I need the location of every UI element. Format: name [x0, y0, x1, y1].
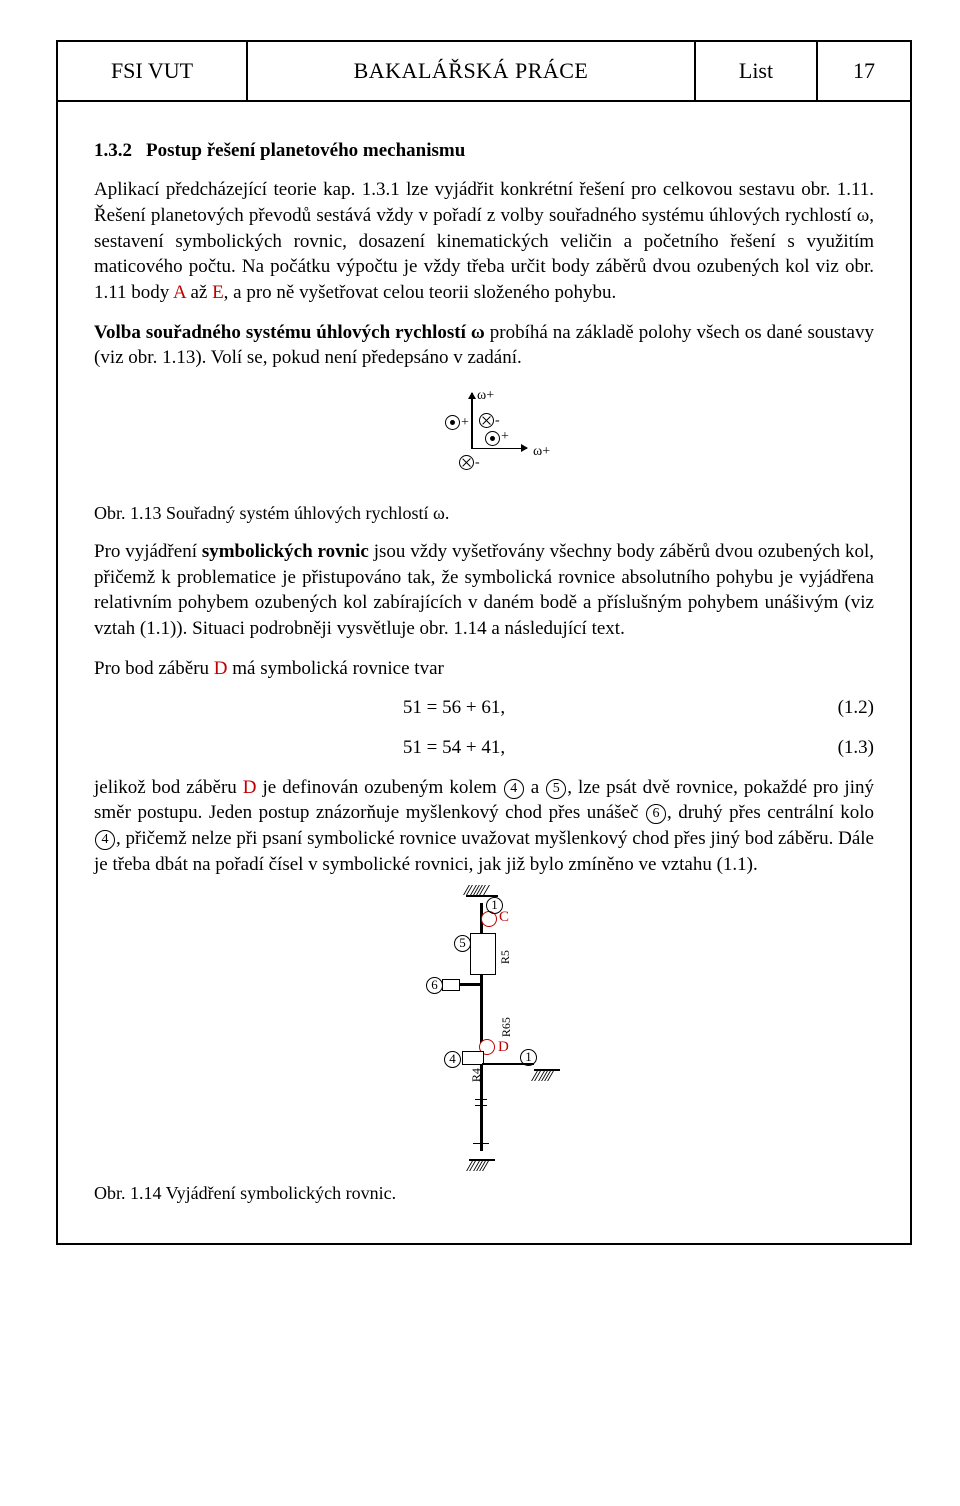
- fig113-plus-br: +: [501, 428, 509, 447]
- fig113-minus-tr: -: [495, 412, 500, 431]
- header-page-number: 17: [818, 42, 910, 100]
- hatch-top-icon: [466, 885, 487, 895]
- circled-5-fig: 5: [454, 935, 471, 952]
- page-frame: FSI VUT BAKALÁŘSKÁ PRÁCE List 17 1.3.2Po…: [56, 40, 912, 1245]
- gear-6: [442, 979, 460, 991]
- paragraph-1: Aplikací předcházející teorie kap. 1.3.1…: [94, 177, 874, 305]
- header-list-label: List: [696, 42, 818, 100]
- out-of-page-icon-2: [485, 431, 500, 446]
- into-page-icon: [479, 413, 494, 428]
- label-r65: R65: [498, 1017, 514, 1037]
- p5-a: jelikož bod záběru: [94, 777, 243, 798]
- figure-1-14-caption: Obr. 1.14 Vyjádření symbolických rovnic.: [94, 1181, 874, 1205]
- p1-point-a: A: [173, 282, 186, 303]
- p4-point-d: D: [214, 658, 228, 679]
- paragraph-4: Pro bod záběru D má symbolická rovnice t…: [94, 656, 874, 682]
- header-title: BAKALÁŘSKÁ PRÁCE: [248, 42, 696, 100]
- tick-1: [475, 1099, 487, 1100]
- eq1-number: (1.2): [814, 695, 874, 721]
- equation-1-2: 51 = 56 + 61, (1.2): [94, 695, 874, 721]
- eq1-text: 51 = 56 + 61,: [94, 695, 814, 721]
- p3-bold: symbolických rovnic: [202, 541, 369, 562]
- into-page-icon-2: [459, 455, 474, 470]
- paragraph-5: jelikož bod záběru D je definován ozuben…: [94, 775, 874, 878]
- figure-1-13-caption: Obr. 1.13 Souřadný systém úhlových rychl…: [94, 501, 874, 525]
- label-d: D: [498, 1037, 509, 1057]
- circled-6: 6: [646, 804, 666, 824]
- hatch-bottom-icon: [469, 1161, 487, 1171]
- fig113-plus-left: +: [461, 414, 469, 433]
- fig113-omega-top: ω+: [477, 387, 494, 406]
- label-r5: R5: [497, 950, 513, 964]
- p5-point-d: D: [243, 777, 257, 798]
- page-body: 1.3.2Postup řešení planetového mechanism…: [58, 102, 910, 1206]
- paragraph-2: Volba souřadného systému úhlových rychlo…: [94, 320, 874, 371]
- paragraph-3: Pro vyjádření symbolických rovnic jsou v…: [94, 539, 874, 642]
- fig113-minus-bl: -: [475, 454, 480, 473]
- p1-text-b: , a pro ně vyšetřovat celou teorii slože…: [224, 282, 617, 303]
- circled-5: 5: [546, 779, 566, 799]
- p4-a: Pro bod záběru: [94, 658, 214, 679]
- axis-horizontal: [471, 448, 527, 450]
- p5-e: , přičemž nelze při psaní symbolické rov…: [94, 828, 874, 875]
- gear-5: [470, 933, 496, 975]
- section-heading: 1.3.2Postup řešení planetového mechanism…: [94, 138, 874, 164]
- label-r4: R4: [468, 1068, 484, 1082]
- p5-b: je definován ozubeným kolem: [257, 777, 503, 798]
- axis-vertical: [471, 393, 473, 449]
- eq2-number: (1.3): [814, 735, 874, 761]
- circled-4-fig: 4: [444, 1051, 461, 1068]
- p5-d: , druhý přes centrální kolo: [667, 802, 874, 823]
- p5-and: a: [525, 777, 545, 798]
- figure-1-13: + ω+ - + - ω+: [409, 385, 559, 495]
- p1-text-mid: až: [186, 282, 212, 303]
- section-number: 1.3.2: [94, 138, 146, 164]
- header-left: FSI VUT: [58, 42, 248, 100]
- hatch-right-icon: [534, 1071, 552, 1081]
- fig113-omega-right: ω+: [533, 443, 550, 462]
- gear-4: [462, 1051, 484, 1065]
- figure-1-14: C 1 5 R5 6 R65 D 4 R4 1: [374, 891, 594, 1181]
- circled-6-fig: 6: [426, 977, 443, 994]
- out-of-page-icon: [445, 415, 460, 430]
- circled-4: 4: [504, 779, 524, 799]
- p4-b: má symbolická rovnice tvar: [228, 658, 444, 679]
- tick-2: [475, 1105, 487, 1106]
- circled-1-right: 1: [520, 1049, 537, 1066]
- eq2-text: 51 = 54 + 41,: [94, 735, 814, 761]
- p2-bold: Volba souřadného systému úhlových rychlo…: [94, 322, 485, 343]
- tick-3: [473, 1143, 489, 1144]
- circled-4b: 4: [95, 830, 115, 850]
- p3-a: Pro vyjádření: [94, 541, 202, 562]
- page-header: FSI VUT BAKALÁŘSKÁ PRÁCE List 17: [58, 42, 910, 102]
- section-title: Postup řešení planetového mechanismu: [146, 140, 465, 161]
- p1-point-e: E: [212, 282, 224, 303]
- equation-1-3: 51 = 54 + 41, (1.3): [94, 735, 874, 761]
